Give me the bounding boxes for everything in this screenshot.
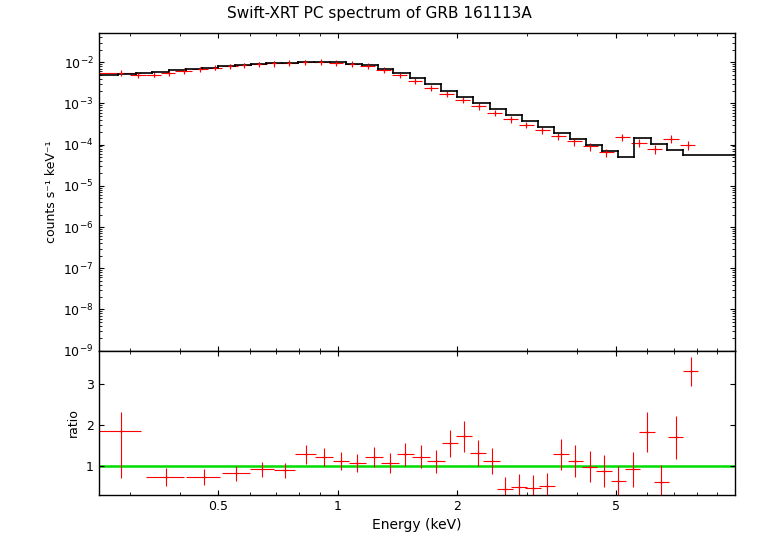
Y-axis label: ratio: ratio	[67, 408, 80, 437]
X-axis label: Energy (keV): Energy (keV)	[372, 518, 462, 532]
Y-axis label: counts s⁻¹ keV⁻¹: counts s⁻¹ keV⁻¹	[45, 141, 58, 243]
Text: Swift-XRT PC spectrum of GRB 161113A: Swift-XRT PC spectrum of GRB 161113A	[227, 6, 531, 21]
